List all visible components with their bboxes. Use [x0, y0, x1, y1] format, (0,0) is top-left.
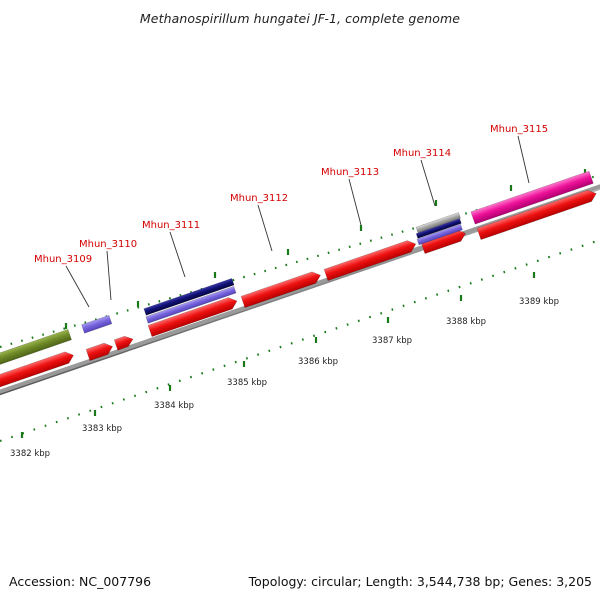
gene-label-mhun-3113: Mhun_3113	[321, 167, 379, 178]
lavender-feature-bar	[416, 223, 463, 246]
cds-arrow	[85, 342, 114, 362]
genome-summary-text: Topology: circular; Length: 3,544,738 bp…	[248, 574, 592, 589]
gene-leader-line	[65, 265, 90, 308]
gene-leader-line	[348, 178, 362, 226]
lower-ruler	[0, 238, 600, 443]
cds-arrow	[0, 351, 74, 389]
gene-label-mhun-3110: Mhun_3110	[79, 239, 137, 250]
pink-feature-bar	[470, 170, 594, 225]
navy-feature-bar	[415, 218, 462, 239]
cds-arrow	[113, 335, 134, 351]
olive-feature-bar	[0, 328, 72, 366]
scale-label: 3388 kbp	[446, 317, 486, 327]
accession-text: Accession: NC_007796	[9, 574, 152, 589]
scale-label: 3382 kbp	[10, 449, 50, 459]
scale-label: 3384 kbp	[154, 401, 194, 411]
scale-label: 3386 kbp	[298, 357, 338, 367]
gene-label-mhun-3109: Mhun_3109	[34, 254, 92, 265]
gene-leader-line	[257, 204, 273, 252]
cds-arrow	[476, 189, 597, 241]
cds-arrow	[323, 240, 417, 282]
scale-label: 3385 kbp	[227, 378, 267, 388]
gene-label-mhun-3111: Mhun_3111	[142, 220, 200, 231]
scale-label: 3383 kbp	[82, 424, 122, 434]
gene-label-mhun-3114: Mhun_3114	[393, 148, 451, 159]
navy-feature-bar	[143, 277, 235, 316]
scale-label: 3389 kbp	[519, 297, 559, 307]
gene-label-mhun-3112: Mhun_3112	[230, 193, 288, 204]
gene-leader-line	[169, 231, 186, 278]
cds-arrow	[240, 271, 321, 309]
gene-leader-line	[106, 250, 112, 301]
gene-leader-line	[517, 135, 530, 184]
cds-arrow	[147, 297, 238, 338]
gene-leader-line	[420, 159, 436, 207]
scale-label: 3387 kbp	[372, 336, 412, 346]
lavender-feature-bar	[145, 285, 237, 324]
gene-label-mhun-3115: Mhun_3115	[490, 124, 548, 135]
map-title: Methanospirillum hungatei JF-1, complete…	[139, 11, 461, 26]
lavender-feature-bar	[81, 314, 113, 334]
grey-feature-bar	[415, 212, 461, 234]
